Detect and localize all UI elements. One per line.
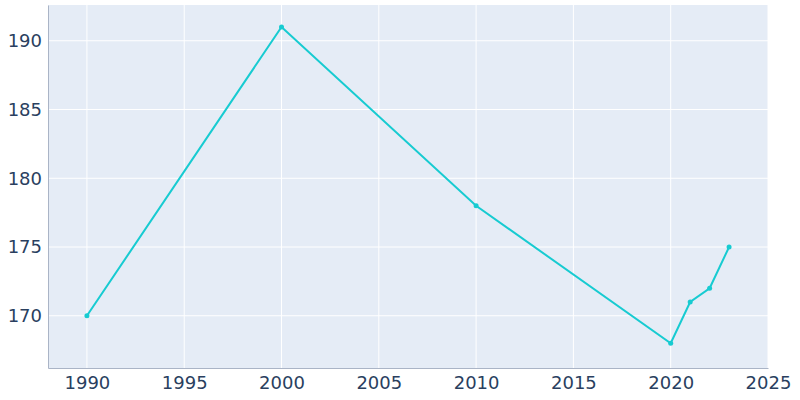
grid-line [184, 5, 185, 368]
tick-label: 1990 [65, 372, 111, 393]
marker [668, 341, 673, 346]
tick: 1995 [162, 368, 208, 393]
tick: 170 [8, 305, 48, 326]
x-axis: 1990 1995 2000 2005 2010 2015 2020 2025 [49, 368, 792, 393]
marker [707, 286, 712, 291]
grid [48, 5, 768, 368]
line [87, 27, 729, 343]
tick: 185 [8, 99, 48, 120]
tick: 2005 [356, 368, 402, 393]
axis-line [48, 6, 49, 369]
grid-line [48, 40, 768, 41]
tick-label: 190 [8, 30, 42, 51]
grid-line [378, 5, 379, 368]
grid-line [281, 5, 282, 368]
tick-label: 2025 [746, 372, 792, 393]
plot: 1990 1995 2000 2005 2010 2015 2020 2025 170 175 18… [8, 5, 792, 393]
grid-line [48, 178, 768, 179]
series [84, 25, 731, 346]
tick: 2010 [454, 368, 500, 393]
tick-label: 1995 [162, 372, 208, 393]
chart: 1990 1995 2000 2005 2010 2015 2020 2025 170 175 18… [0, 0, 800, 400]
tick-label: 2010 [454, 372, 500, 393]
grid-line [476, 5, 477, 368]
tick-label: 2020 [648, 372, 694, 393]
tick: 2025 [746, 368, 792, 393]
tick-label: 2005 [356, 372, 402, 393]
grid-line [48, 315, 768, 316]
marker [688, 300, 693, 305]
plot-background [48, 5, 768, 368]
axis-line [49, 368, 769, 369]
tick-label: 2015 [551, 372, 597, 393]
grid-line [670, 5, 671, 368]
marker [474, 203, 479, 208]
tick-label: 180 [8, 168, 42, 189]
grid-line [768, 5, 769, 368]
grid-line [48, 247, 768, 248]
grid-line [573, 5, 574, 368]
tick-label: 2000 [259, 372, 305, 393]
tick: 2015 [551, 368, 597, 393]
tick: 180 [8, 168, 48, 189]
y-axis: 170 175 180 185 190 [8, 6, 49, 369]
marker [727, 245, 732, 250]
tick-label: 175 [8, 236, 42, 257]
tick: 1990 [65, 368, 111, 393]
tick: 2020 [648, 368, 694, 393]
tick: 190 [8, 30, 48, 51]
tick-label: 185 [8, 99, 42, 120]
tick-label: 170 [8, 305, 42, 326]
marker [84, 313, 89, 318]
marker [279, 25, 284, 30]
tick: 2000 [259, 368, 305, 393]
grid-line [48, 109, 768, 110]
tick: 175 [8, 236, 48, 257]
